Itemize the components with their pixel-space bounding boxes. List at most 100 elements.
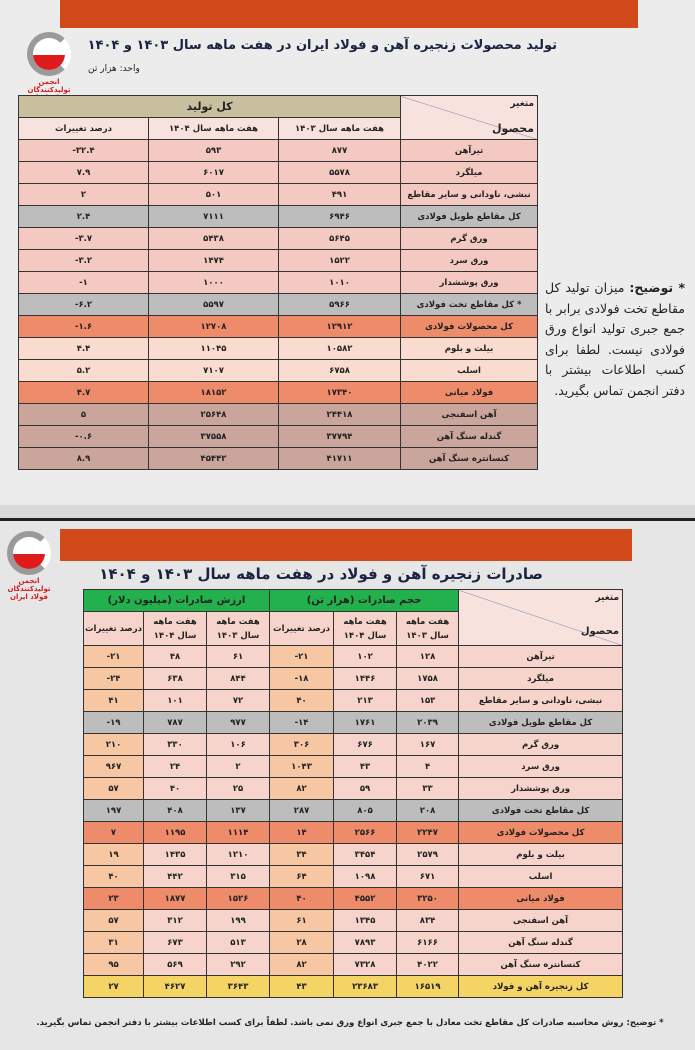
value-1404-cell: ۲۵۶۴۸	[148, 403, 280, 426]
product-name-cell: * کل مقاطع تخت فولادی	[400, 293, 539, 316]
change-percent-cell: ۲	[17, 183, 150, 206]
table-row: * کل مقاطع تخت فولادی ۵۹۶۶ ۵۵۹۷ -۶.۲	[17, 293, 539, 316]
change-percent-cell: ۴.۴	[17, 337, 150, 360]
volume-1404-cell: ۲۱۳	[333, 689, 398, 712]
value-change-cell: ۳۱	[82, 931, 145, 954]
table-row: کل مقاطع طویل فولادی ۶۹۴۶ ۷۱۱۱ ۲.۴	[17, 205, 539, 228]
value-change-cell: -۱۹	[82, 711, 145, 734]
volume-change-cell: ۲۸۷	[269, 799, 335, 822]
logo-emblem	[27, 32, 71, 76]
volume-change-cell: ۴۰	[269, 689, 335, 712]
volume-change-cell: ۱۰۴۳	[269, 755, 335, 778]
logo-emblem	[7, 531, 51, 575]
value-1404-cell: ۴۸	[143, 645, 208, 668]
value-1403-cell: ۵۱۳	[206, 931, 271, 954]
value-change-cell: ۲۷	[82, 975, 145, 998]
volume-1404-cell: ۵۹	[333, 777, 398, 800]
value-1404-cell: ۱۲۷۰۸	[148, 315, 280, 338]
volume-1403-cell: ۱۲۸	[396, 645, 460, 668]
value-change-cell: ۴۰	[82, 865, 145, 888]
volume-1404-cell: ۱۷۶۱	[333, 711, 398, 734]
volume-change-cell: ۴۰	[269, 887, 335, 910]
product-name-cell: بیلت و بلوم	[400, 337, 539, 360]
table-row: کنسانتره سنگ آهن ۴۰۲۲ ۷۳۲۸ ۸۲ ۲۹۲ ۵۶۹ ۹۵	[82, 953, 624, 976]
value-1404-cell: ۱۱۰۴۵	[148, 337, 280, 360]
product-name-cell: آهن اسفنجی	[458, 909, 624, 932]
table-row: کل زنجیره آهن و فولاد ۱۶۵۱۹ ۲۳۶۸۳ ۴۳ ۳۶۴۳ ۴۶۲…	[82, 975, 624, 998]
product-name-cell: تیرآهن	[458, 645, 624, 668]
table-row: ورق پوششدار ۱۰۱۰ ۱۰۰۰ -۱	[17, 271, 539, 294]
value-1404-cell: ۳۷۵۵۸	[148, 425, 280, 448]
value-change-cell: ۲۱۰	[82, 733, 145, 756]
volume-1404-cell: ۱۰۹۸	[333, 865, 398, 888]
value-1403-cell: ۲۴۴۱۸	[278, 403, 402, 426]
value-1404-cell: ۷۱۱۱	[148, 205, 280, 228]
volume-1404-cell: ۷۳۲۸	[333, 953, 398, 976]
value-1403-cell: ۶۱	[206, 645, 271, 668]
volume-1403-cell: ۳۳	[396, 777, 460, 800]
panel-divider	[0, 505, 695, 518]
table-row: کل محصولات فولادی ۱۲۹۱۲ ۱۲۷۰۸ -۱.۶	[17, 315, 539, 338]
table-row: ورق سرد ۴ ۴۳ ۱۰۴۳ ۲ ۲۴ ۹۶۷	[82, 755, 624, 778]
volume-change-cell: ۶۴	[269, 865, 335, 888]
volume-1403-cell: ۲۵۷۹	[396, 843, 460, 866]
value-1404-cell: ۵۶۹	[143, 953, 208, 976]
table-row: آهن اسفنجی ۲۴۴۱۸ ۲۵۶۴۸ ۵	[17, 403, 539, 426]
note-text: میزان تولید کل مقاطع تخت فولادی برابر با…	[545, 280, 685, 398]
table-row: آهن اسفنجی ۸۳۴ ۱۳۴۵ ۶۱ ۱۹۹ ۳۱۲ ۵۷	[82, 909, 624, 932]
volume-1403-cell: ۱۷۵۸	[396, 667, 460, 690]
value-1403-cell: ۵۹۶۶	[278, 293, 402, 316]
product-name-cell: گندله سنگ آهن	[400, 425, 539, 448]
export-value-header: ارزش صادرات (میلیون دلار)	[82, 589, 271, 612]
value-change-cell: ۴۱	[82, 689, 145, 712]
value-1403-cell: ۲	[206, 755, 271, 778]
volume-change-cell: ۸۲	[269, 777, 335, 800]
value-1403-cell: ۱۱۱۴	[206, 821, 271, 844]
value-1403-cell: ۴۱۷۱۱	[278, 447, 402, 470]
product-name-cell: میلگرد	[458, 667, 624, 690]
value-1404-cell: ۶۷۳	[143, 931, 208, 954]
corner-header-cell: متغیر محصول	[458, 589, 624, 646]
value-1403-cell: ۸۷۷	[278, 139, 402, 162]
product-name-cell: کنسانتره سنگ آهن	[458, 953, 624, 976]
value-1403-cell: ۱۵۲۲	[278, 249, 402, 272]
value-1404-cell: ۵۵۹۷	[148, 293, 280, 316]
unit-label: واحد: هزار تن	[88, 64, 140, 74]
table-row: میلگرد ۵۵۷۸ ۶۰۱۷ ۷.۹	[17, 161, 539, 184]
change-percent-cell: ۵	[17, 403, 150, 426]
table-row: میلگرد ۱۷۵۸ ۱۴۴۶ -۱۸ ۸۴۴ ۶۳۸ -۲۴	[82, 667, 624, 690]
product-name-cell: ورق پوششدار	[458, 777, 624, 800]
value-1404-cell: ۱۴۷۴	[148, 249, 280, 272]
value-1404-cell: ۷۱۰۷	[148, 359, 280, 382]
value-1403-cell: ۵۶۴۵	[278, 227, 402, 250]
table-row: گندله سنگ آهن ۳۷۷۹۴ ۳۷۵۵۸ -۰.۶	[17, 425, 539, 448]
table-row: کل مقاطع طویل فولادی ۲۰۳۹ ۱۷۶۱ -۱۴ ۹۷۷ ۷۸۷ -۱۹	[82, 711, 624, 734]
value-1403-cell: ۵۵۷۸	[278, 161, 402, 184]
product-name-cell: نبشی، ناودانی و سایر مقاطع	[458, 689, 624, 712]
value-1403-cell: ۳۷۷۹۴	[278, 425, 402, 448]
val-1404-header: هفت ماهه سال ۱۴۰۴	[143, 611, 208, 646]
value-change-cell: ۷	[82, 821, 145, 844]
value-1404-cell: ۴۰۸	[143, 799, 208, 822]
product-header: محصول	[492, 122, 535, 135]
exports-panel: انجمن تولیدکنندگان فولاد ایران صادرات زنج…	[0, 518, 695, 1050]
product-name-cell: کل محصولات فولادی	[400, 315, 539, 338]
volume-1403-cell: ۶۷۱	[396, 865, 460, 888]
volume-1403-cell: ۲۲۴۷	[396, 821, 460, 844]
value-1404-cell: ۱۸۷۷	[143, 887, 208, 910]
volume-1403-cell: ۴۰۲۲	[396, 953, 460, 976]
value-1404-cell: ۵۴۳۸	[148, 227, 280, 250]
table-row: کنسانتره سنگ آهن ۴۱۷۱۱ ۴۵۴۴۲ ۸.۹	[17, 447, 539, 470]
table-row: نبشی، ناودانی و سایر مقاطع ۴۹۱ ۵۰۱ ۲	[17, 183, 539, 206]
product-name-cell: بیلت و بلوم	[458, 843, 624, 866]
value-1403-cell: ۴۹۱	[278, 183, 402, 206]
value-1403-cell: ۱۵۲۶	[206, 887, 271, 910]
product-name-cell: میلگرد	[400, 161, 539, 184]
value-1403-cell: ۳۱۵	[206, 865, 271, 888]
production-note: * توضیح: میزان تولید کل مقاطع تخت فولادی…	[545, 278, 685, 401]
page-title: صادرات زنجیره آهن و فولاد در هفت ماهه سا…	[99, 565, 543, 583]
value-1404-cell: ۴۰	[143, 777, 208, 800]
value-1404-cell: ۴۶۲۷	[143, 975, 208, 998]
production-table: متغیر محصول کل تولید هفت ماهه سال ۱۴۰۳ ه…	[17, 95, 539, 470]
note-label: * توضیح:	[629, 280, 685, 295]
